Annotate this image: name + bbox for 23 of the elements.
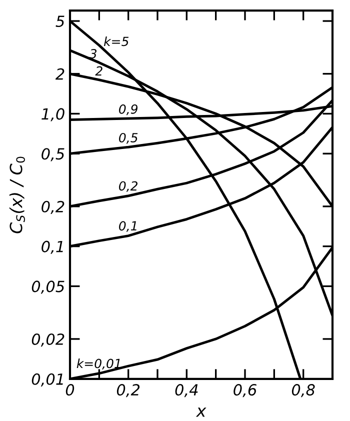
y-tick-label: 0,05 — [32, 280, 64, 294]
x-tick-label: 0,6 — [234, 384, 256, 398]
y-tick-label: 0,02 — [32, 333, 64, 347]
y-tick-label: 0,5 — [42, 148, 64, 162]
series-label: 2 — [95, 66, 102, 76]
x-tick-label: 0,4 — [175, 384, 198, 398]
x-tick-label: 0,8 — [292, 384, 315, 398]
x-tick-label: 0,2 — [116, 384, 140, 398]
series-label: 0,2 — [119, 181, 138, 192]
y-axis-title: C$_{S}$(x) / C$_{0}$ — [9, 156, 25, 234]
x-tick-label: 0 — [66, 384, 74, 396]
y-tick-label: 0,2 — [42, 200, 64, 214]
series-label: 0,5 — [119, 132, 138, 144]
series-label: k=0,01 — [76, 358, 120, 370]
y-tick-label: 1,0 — [42, 108, 64, 122]
y-tick-label: 0,01 — [32, 373, 63, 386]
series-label: k=5 — [104, 36, 129, 46]
y-tick-label: 2 — [55, 68, 64, 80]
x-axis-title: x — [196, 408, 206, 417]
series-label: 0,1 — [119, 221, 136, 232]
y-tick-label: 5 — [56, 16, 64, 28]
series-label: 0,9 — [119, 104, 138, 116]
y-tick-label: 0,1 — [42, 240, 63, 254]
